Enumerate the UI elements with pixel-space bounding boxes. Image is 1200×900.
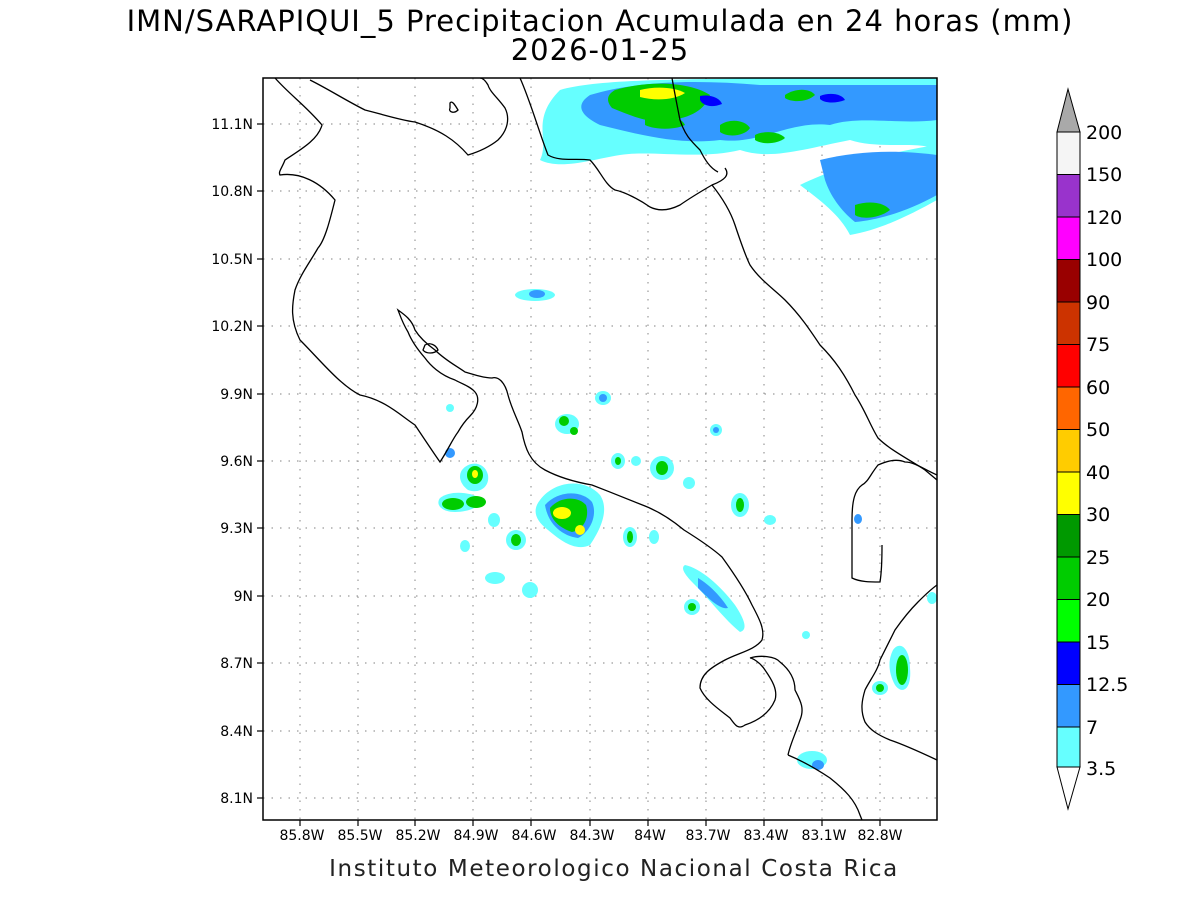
lat-tick-label: 9.6N	[220, 454, 253, 470]
colorbar-swatch	[1056, 556, 1081, 600]
lon-tick-label: 83.4W	[743, 828, 788, 844]
colorbar-label: 60	[1086, 377, 1110, 399]
colorbar-swatch	[1056, 726, 1081, 768]
lon-tick-label: 84W	[634, 828, 666, 844]
lat-tick-label: 8.1N	[220, 791, 253, 807]
colorbar-label: 200	[1086, 122, 1122, 144]
lon-tick-label: 83.7W	[685, 828, 730, 844]
lat-tick-label: 9.3N	[220, 521, 253, 537]
colorbar-swatch	[1056, 174, 1081, 218]
colorbar-label: 90	[1086, 292, 1110, 314]
colorbar-label: 20	[1086, 589, 1110, 611]
colorbar-label: 50	[1086, 419, 1110, 441]
colorbar-swatch	[1056, 471, 1081, 515]
colorbar-swatch	[1056, 301, 1081, 345]
map-date: 2026-01-25	[510, 33, 690, 67]
colorbar-swatch	[1056, 259, 1081, 303]
colorbar-swatch	[1056, 641, 1081, 685]
lat-tick-label: 10.2N	[211, 319, 253, 335]
colorbar-label: 40	[1086, 462, 1110, 484]
lon-tick-label: 85.2W	[395, 828, 440, 844]
lat-tick-label: 11.1N	[211, 117, 253, 133]
lat-tick-label: 8.7N	[220, 656, 253, 672]
colorbar-swatch	[1056, 599, 1081, 643]
lon-tick-label: 85.5W	[337, 828, 382, 844]
colorbar-label: 75	[1086, 334, 1110, 356]
plot-frame	[262, 77, 938, 821]
lat-tick-label: 10.5N	[211, 252, 253, 268]
lat-ticks	[257, 123, 263, 799]
colorbar-swatch	[1056, 684, 1081, 728]
colorbar-label: 100	[1086, 249, 1122, 271]
colorbar-swatch	[1056, 514, 1081, 558]
coastline	[274, 78, 937, 820]
lon-tick-label: 84.6W	[511, 828, 556, 844]
colorbar-top-arrow	[1056, 87, 1081, 133]
colorbar-label: 3.5	[1086, 758, 1116, 780]
lat-tick-label: 9N	[234, 589, 253, 605]
colorbar-label: 25	[1086, 547, 1110, 569]
colorbar-label: 120	[1086, 207, 1122, 229]
colorbar-swatch	[1056, 131, 1081, 175]
colorbar-label: 12.5	[1086, 674, 1128, 696]
colorbar	[1056, 87, 1081, 811]
lon-tick-label: 82.8W	[857, 828, 902, 844]
footer-credit: Instituto Meteorologico Nacional Costa R…	[329, 856, 899, 882]
colorbar-label: 30	[1086, 504, 1110, 526]
lon-tick-label: 84.9W	[453, 828, 498, 844]
lat-tick-label: 10.8N	[211, 184, 253, 200]
colorbar-swatch	[1056, 344, 1081, 388]
lon-tick-label: 85.8W	[279, 828, 324, 844]
colorbar-label: 7	[1086, 717, 1098, 739]
map-title: IMN/SARAPIQUI_5 Precipitacion Acumulada …	[126, 4, 1074, 38]
precipitation-field	[438, 78, 937, 770]
colorbar-swatch	[1056, 429, 1081, 473]
colorbar-label: 15	[1086, 632, 1110, 654]
colorbar-swatch	[1056, 386, 1081, 430]
lat-tick-label: 8.4N	[220, 724, 253, 740]
lon-ticks	[299, 820, 881, 826]
colorbar-bottom-arrow	[1056, 766, 1081, 811]
lon-tick-label: 83.1W	[801, 828, 846, 844]
colorbar-swatch	[1056, 216, 1081, 260]
lat-tick-label: 9.9N	[220, 387, 253, 403]
colorbar-label: 150	[1086, 164, 1122, 186]
lon-tick-label: 84.3W	[569, 828, 614, 844]
